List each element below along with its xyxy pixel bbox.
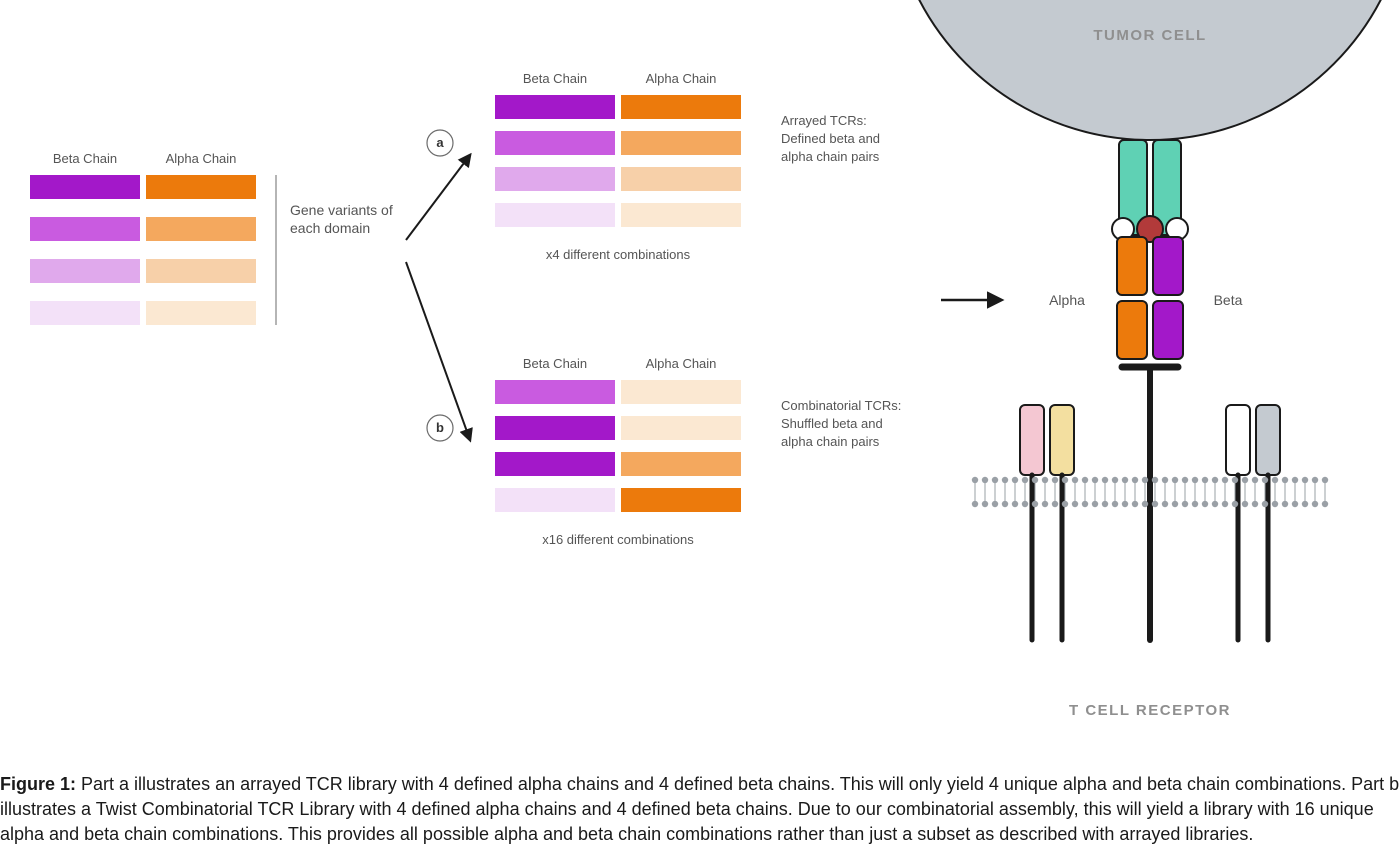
svg-text:b: b bbox=[436, 420, 444, 435]
svg-text:Alpha Chain: Alpha Chain bbox=[646, 356, 717, 371]
svg-text:Combinatorial TCRs:Shuffled be: Combinatorial TCRs:Shuffled beta andalph… bbox=[781, 398, 901, 449]
svg-text:Alpha: Alpha bbox=[1049, 292, 1085, 308]
svg-text:x16 different combinations: x16 different combinations bbox=[542, 532, 694, 547]
svg-text:TUMOR CELL: TUMOR CELL bbox=[1093, 27, 1206, 44]
svg-text:T CELL RECEPTOR: T CELL RECEPTOR bbox=[1069, 702, 1231, 719]
svg-text:Beta Chain: Beta Chain bbox=[53, 151, 117, 166]
svg-text:Arrayed TCRs:Defined beta anda: Arrayed TCRs:Defined beta andalpha chain… bbox=[781, 113, 880, 164]
svg-text:Alpha Chain: Alpha Chain bbox=[646, 71, 717, 86]
svg-text:x4 different combinations: x4 different combinations bbox=[546, 247, 691, 262]
svg-text:Alpha Chain: Alpha Chain bbox=[166, 151, 237, 166]
svg-text:a: a bbox=[436, 135, 444, 150]
caption-text: Part a illustrates an arrayed TCR librar… bbox=[0, 774, 1399, 844]
caption-bold: Figure 1: bbox=[0, 774, 76, 794]
svg-text:Beta Chain: Beta Chain bbox=[523, 356, 587, 371]
svg-text:Gene variants ofeach domain: Gene variants ofeach domain bbox=[290, 202, 393, 236]
diagram-svg: Beta Chain Alpha Chain Gene variants ofeac… bbox=[0, 0, 1400, 760]
figure-caption: Figure 1: Part a illustrates an arrayed … bbox=[0, 760, 1400, 848]
svg-text:Beta Chain: Beta Chain bbox=[523, 71, 587, 86]
figure-canvas: Beta Chain Alpha Chain Gene variants ofeac… bbox=[0, 0, 1400, 760]
svg-text:Beta: Beta bbox=[1214, 292, 1243, 308]
